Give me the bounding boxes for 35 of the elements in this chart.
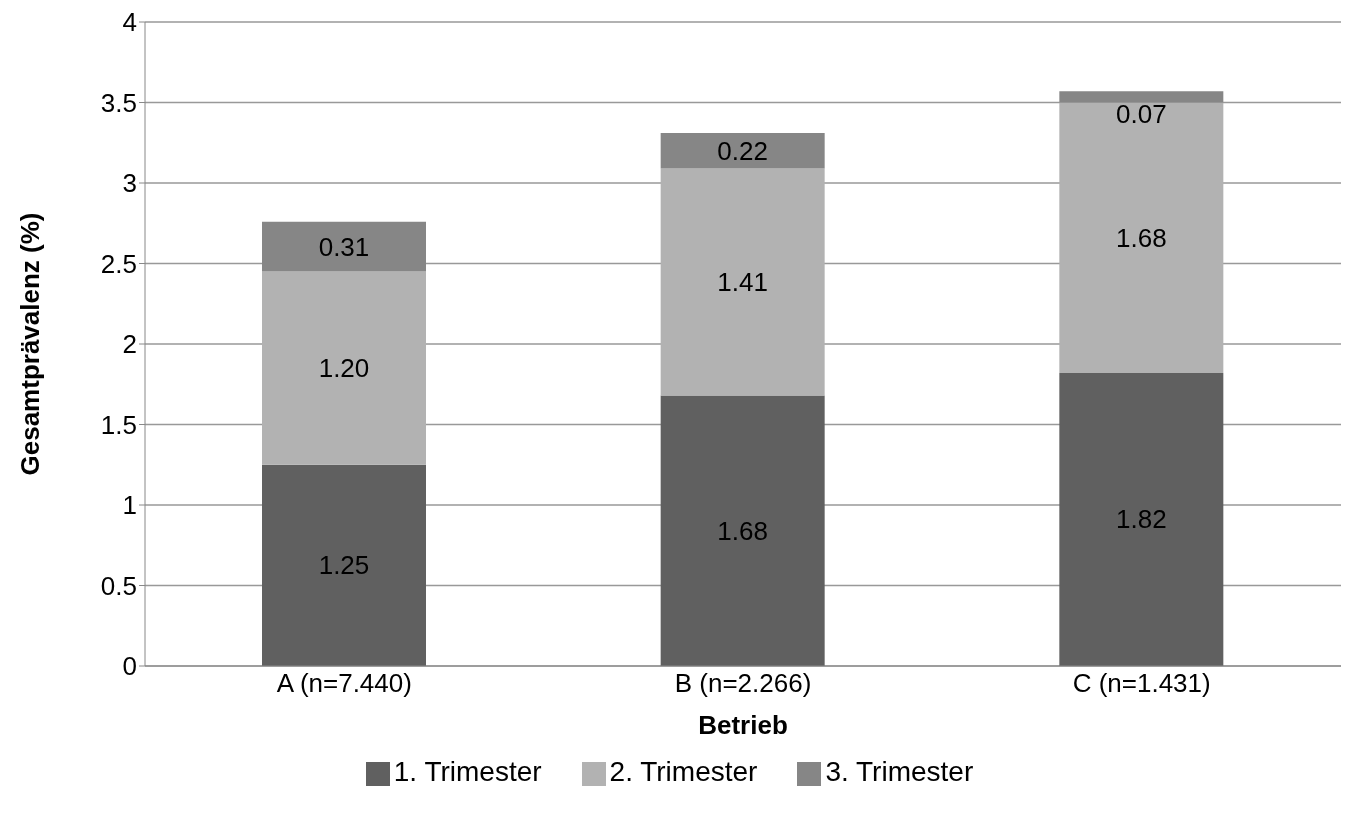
- data-label: 0.31: [318, 231, 370, 262]
- bar: [262, 271, 426, 465]
- data-label: 1.82: [1116, 504, 1167, 535]
- y-tick-label: 3.5: [100, 87, 137, 118]
- y-tick-label: 3: [122, 168, 137, 199]
- data-label: 1.41: [717, 267, 768, 298]
- y-tick-label: 0: [122, 651, 137, 682]
- legend-label: 3. Trimester: [825, 756, 974, 787]
- y-tick-label: 1.5: [100, 409, 137, 440]
- data-label: 1.25: [318, 550, 370, 581]
- bar: [660, 395, 825, 666]
- data-label: 1.20: [318, 353, 370, 384]
- y-tick-label: 4: [122, 7, 137, 38]
- y-axis-title: Gesamtprävalenz (%): [15, 212, 46, 476]
- bar: [1059, 372, 1224, 666]
- data-label: 1.68: [1116, 222, 1167, 253]
- y-tick-label: 0.5: [100, 570, 137, 601]
- x-tick-label: B (n=2.266): [674, 668, 812, 699]
- bar: [660, 168, 825, 396]
- data-label: 0.22: [717, 135, 768, 166]
- bar: [1059, 102, 1224, 373]
- y-tick-label: 2: [122, 329, 137, 360]
- y-tick-label: 1: [122, 490, 137, 521]
- bar: [262, 464, 426, 666]
- bar: [1059, 91, 1224, 103]
- legend-label: 2. Trimester: [609, 756, 758, 787]
- x-tick-label: A (n=7.440): [276, 668, 412, 699]
- data-label: 0.07: [1116, 99, 1167, 130]
- bar: [660, 133, 825, 169]
- legend-label: 1. Trimester: [393, 756, 542, 787]
- x-tick-label: C (n=1.431): [1072, 668, 1211, 699]
- data-label: 1.68: [717, 515, 768, 546]
- y-tick-label: 2.5: [100, 248, 137, 279]
- bar: [262, 221, 426, 272]
- x-axis-title: Betrieb: [698, 710, 788, 740]
